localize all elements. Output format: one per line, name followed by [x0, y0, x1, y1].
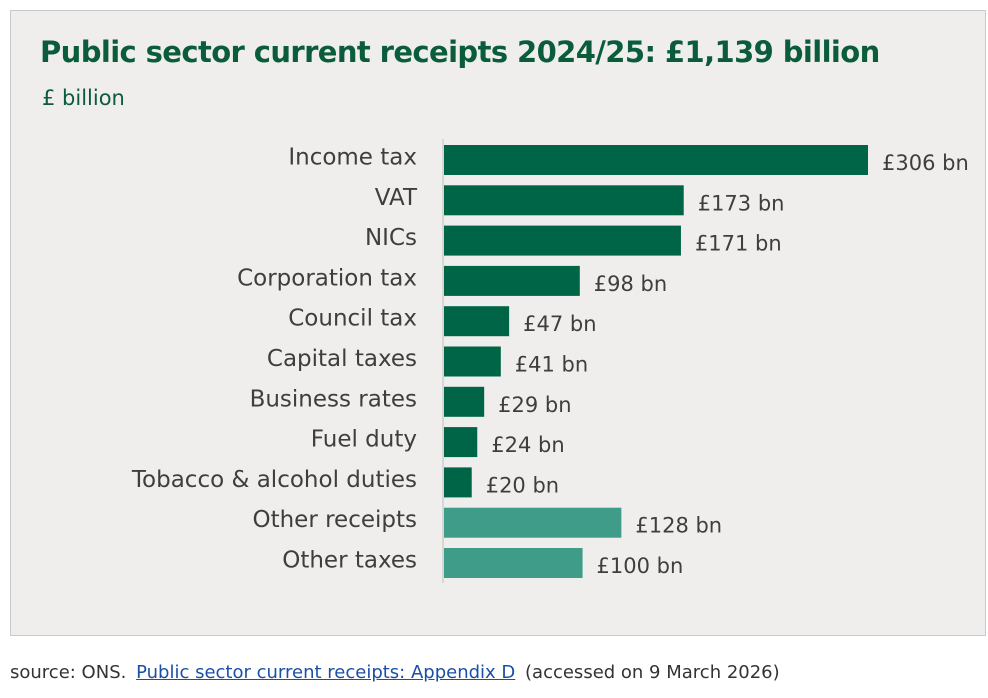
- source-suffix: (accessed on 9 March 2026): [525, 662, 780, 683]
- category-label: Income tax: [288, 145, 417, 171]
- value-label: £306 bn: [882, 151, 969, 175]
- bar: [444, 346, 501, 377]
- bar: [444, 467, 472, 498]
- bar: [444, 386, 485, 417]
- category-label: Council tax: [288, 306, 417, 332]
- value-label: £47 bn: [523, 312, 596, 336]
- category-label: Other taxes: [282, 548, 417, 574]
- bars-group: Income tax £306 bn VAT £173 bn NICs £171 bn Co…: [131, 145, 969, 578]
- chart-title: Public sector current receipts 2024/25: …: [40, 35, 880, 69]
- source-link[interactable]: Public sector current receipts: Appendix…: [136, 662, 516, 683]
- category-label: Other receipts: [252, 507, 417, 533]
- value-label: £171 bn: [695, 232, 782, 256]
- bar: [444, 145, 868, 175]
- value-label: £128 bn: [635, 514, 722, 538]
- bar: [444, 185, 684, 216]
- bar: [444, 225, 681, 256]
- bar: [444, 427, 478, 458]
- value-label: £41 bn: [515, 353, 588, 377]
- category-label: Business rates: [250, 386, 417, 412]
- value-label: £24 bn: [491, 433, 564, 457]
- category-label: VAT: [375, 185, 418, 211]
- chart-panel: Public sector current receipts 2024/25: …: [10, 10, 986, 636]
- category-label: Capital taxes: [267, 346, 417, 372]
- bar-chart: Income tax £306 bn VAT £173 bn NICs £171 bn Co…: [131, 139, 969, 583]
- category-label: Fuel duty: [311, 427, 417, 453]
- unit-label: £ billion: [42, 86, 125, 110]
- value-label: £100 bn: [597, 554, 684, 578]
- bar: [444, 265, 580, 296]
- source-prefix: source: ONS.: [10, 662, 127, 683]
- source-footer: source: ONS. Public sector current recei…: [10, 662, 780, 683]
- bar: [444, 548, 583, 578]
- category-label: Corporation tax: [237, 265, 417, 291]
- value-label: £98 bn: [594, 272, 667, 296]
- category-label: Tobacco & alcohol duties: [131, 467, 417, 493]
- value-label: £173 bn: [698, 191, 785, 215]
- bar: [444, 306, 510, 337]
- category-label: NICs: [365, 225, 417, 251]
- value-label: £20 bn: [486, 473, 559, 497]
- bar: [444, 507, 622, 538]
- value-label: £29 bn: [498, 393, 571, 417]
